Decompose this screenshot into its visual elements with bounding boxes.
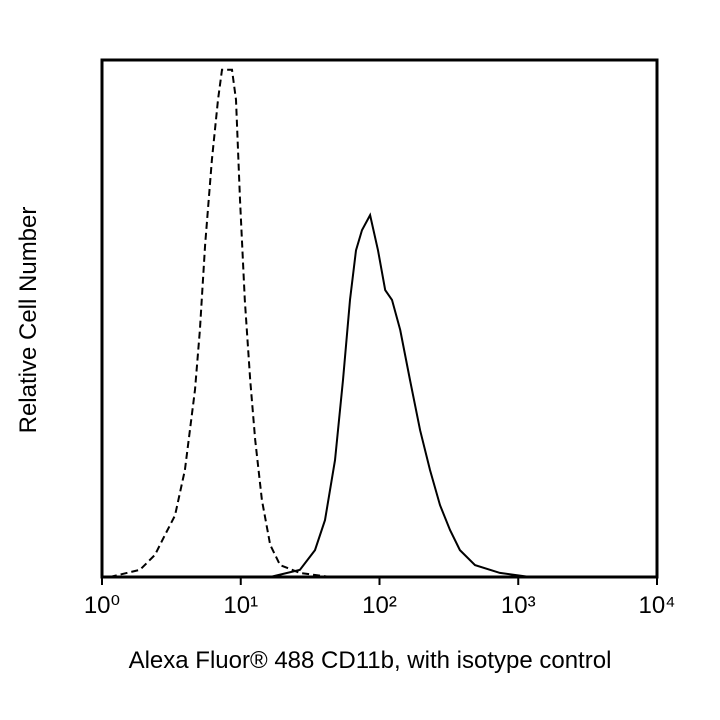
x-tick-label: 10⁰ [84,592,120,619]
x-tick-label: 10¹ [223,592,258,619]
histogram-line [269,212,531,578]
x-axis-label: Alexa Fluor® 488 CD11b, with isotype con… [129,647,612,674]
plot-frame [100,58,659,579]
x-tick-label: 10⁴ [638,592,675,619]
x-tick-label: 10² [362,592,397,619]
x-tick-label: 10³ [501,592,536,619]
y-axis-label: Relative Cell Number [15,207,42,434]
histogram-line [109,68,331,578]
